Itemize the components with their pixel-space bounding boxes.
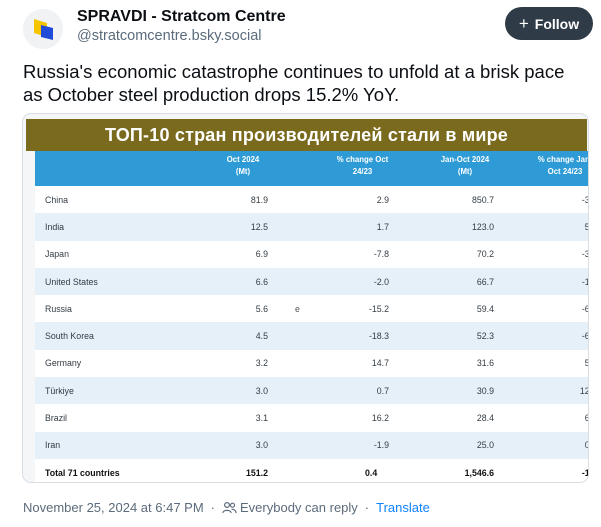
oct-value-cell: 12.5 [250, 221, 268, 232]
country-cell: Japan [45, 249, 69, 260]
ytd-value-cell: 123.0 [471, 221, 494, 232]
ytd-value-cell: 59.4 [476, 303, 494, 314]
table-row: Brazil 3.1 16.2 28.4 6.0 [35, 404, 588, 432]
ytd-value-cell: 25.0 [476, 440, 494, 451]
country-cell: Germany [45, 358, 82, 369]
country-cell: Russia [45, 303, 72, 314]
ytd-value-cell: 850.7 [471, 194, 494, 205]
ytd-value-cell: 30.9 [476, 385, 494, 396]
table-row: India 12.5 1.7 123.0 5.6 [35, 213, 588, 241]
ytd-change-cell: -6.8 [581, 303, 589, 314]
follow-label: Follow [534, 15, 580, 32]
translate-link[interactable]: Translate [376, 499, 430, 515]
oct-value-cell: 3.0 [255, 440, 268, 451]
country-cell: South Korea [45, 331, 94, 342]
table-row: South Korea 4.5 -18.3 52.3 -6.4 [35, 322, 589, 350]
author-name[interactable]: SPRAVDI - Stratcom Centre [77, 8, 286, 25]
table-row: China 81.9 2.9 850.7 -3.0 [35, 186, 589, 214]
spravdi-logo-icon [23, 9, 63, 49]
ytd-value-cell: 70.2 [476, 249, 494, 260]
column-header: % change Jan- Oct 24/23 [537, 155, 588, 176]
oct-change-cell: -2.0 [373, 276, 389, 287]
ytd-change-cell: -1.6 [581, 467, 589, 478]
oct-value-cell: 3.0 [255, 385, 268, 396]
table-total-row: Total 71 countries 151.2 0.4 1,546.6 -1.6 [35, 458, 589, 482]
follow-button[interactable]: + Follow [505, 7, 593, 40]
table-row: Türkiye 3.0 0.7 30.9 12.4 [35, 377, 589, 405]
ytd-value-cell: 1,546.6 [464, 467, 494, 478]
country-cell: Türkiye [45, 385, 74, 396]
ytd-change-cell: 5.6 [523, 213, 588, 240]
oct-value-cell: 4.5 [255, 331, 268, 342]
separator-dot: · [364, 499, 370, 515]
post-footer: November 25, 2024 at 6:47 PM · Everybody… [23, 498, 583, 516]
plus-icon: + [518, 14, 529, 33]
column-header: Jan-Oct 2024 (Mt) [440, 155, 490, 176]
avatar[interactable] [23, 9, 63, 49]
table-row: United States 6.6 -2.0 66.7 -1.9 [35, 267, 589, 296]
country-cell: India [45, 221, 65, 232]
ytd-value-cell: 31.6 [476, 358, 494, 369]
oct-value-cell: 3.1 [255, 413, 268, 424]
estimate-mark: e [295, 303, 300, 314]
people-icon [222, 501, 237, 514]
country-cell: Iran [45, 440, 61, 451]
post-text: Russia's economic catastrophe continues … [23, 61, 565, 105]
ytd-change-cell: -1.9 [581, 276, 589, 287]
reply-setting: Everybody can reply [240, 499, 358, 515]
ytd-change-cell: 6.0 [523, 404, 588, 431]
post-timestamp[interactable]: November 25, 2024 at 6:47 PM [23, 499, 204, 515]
oct-change-cell: 1.7 [376, 221, 389, 232]
ytd-change-cell: -3.0 [581, 194, 589, 205]
separator-dot: · [210, 499, 216, 515]
table-header: Oct 2024 (Mt) % change Oct 24/23 Jan-Oct… [35, 151, 588, 186]
oct-change-cell: 14.7 [371, 358, 389, 369]
oct-change-cell: 0.4 [365, 467, 378, 478]
image-title-bar: ТОП-10 стран производителей стали в мире [26, 119, 587, 151]
ytd-change-cell: 5.0 [523, 350, 588, 377]
post-image[interactable]: ТОП-10 стран производителей стали в мире… [22, 113, 589, 483]
oct-value-cell: 151.2 [245, 467, 268, 478]
ytd-change-cell: -3.7 [581, 249, 589, 260]
ytd-value-cell: 28.4 [476, 413, 494, 424]
country-cell: China [45, 194, 68, 205]
oct-change-cell: -7.8 [373, 249, 389, 260]
table-body: China 81.9 2.9 850.7 -3.0 India 12.5 1.7 123.0 5.… [35, 186, 589, 482]
ytd-change-cell: -6.4 [581, 331, 589, 342]
author-handle[interactable]: @stratcomcentre.bsky.social [77, 28, 262, 44]
table-row: Germany 3.2 14.7 31.6 5.0 [35, 349, 588, 378]
post-header: SPRAVDI - Stratcom Centre @stratcomcentr… [23, 6, 593, 49]
oct-value-cell: 3.2 [255, 358, 268, 369]
ytd-value-cell: 66.7 [476, 276, 494, 287]
oct-value-cell: 5.6 [255, 303, 268, 314]
oct-change-cell: -1.9 [373, 440, 389, 451]
country-cell: United States [45, 276, 98, 287]
column-header: Oct 2024 (Mt) [226, 155, 260, 176]
country-cell: Brazil [45, 413, 67, 424]
image-title: ТОП-10 стран производителей стали в мире [104, 124, 509, 145]
column-header: % change Oct 24/23 [336, 155, 389, 176]
oct-change-cell: -18.3 [368, 331, 389, 342]
ytd-change-cell: 0.6 [523, 432, 588, 459]
ytd-value-cell: 52.3 [476, 331, 494, 342]
table-row: Iran 3.0 -1.9 25.0 0.6 [35, 431, 588, 459]
oct-change-cell: 2.9 [376, 194, 389, 205]
oct-change-cell: 0.7 [376, 385, 389, 396]
table-row: Japan 6.9 -7.8 70.2 -3.7 [35, 240, 589, 268]
oct-value-cell: 6.9 [255, 249, 268, 260]
oct-change-cell: 16.2 [371, 413, 389, 424]
oct-change-cell: -15.2 [368, 303, 389, 314]
country-cell: Total 71 countries [45, 467, 120, 478]
oct-value-cell: 6.6 [255, 276, 268, 287]
table-row: Russia 5.6 e -15.2 59.4 -6.8 [35, 295, 589, 323]
ytd-change-cell: 12.4 [579, 385, 589, 396]
oct-value-cell: 81.9 [250, 194, 268, 205]
